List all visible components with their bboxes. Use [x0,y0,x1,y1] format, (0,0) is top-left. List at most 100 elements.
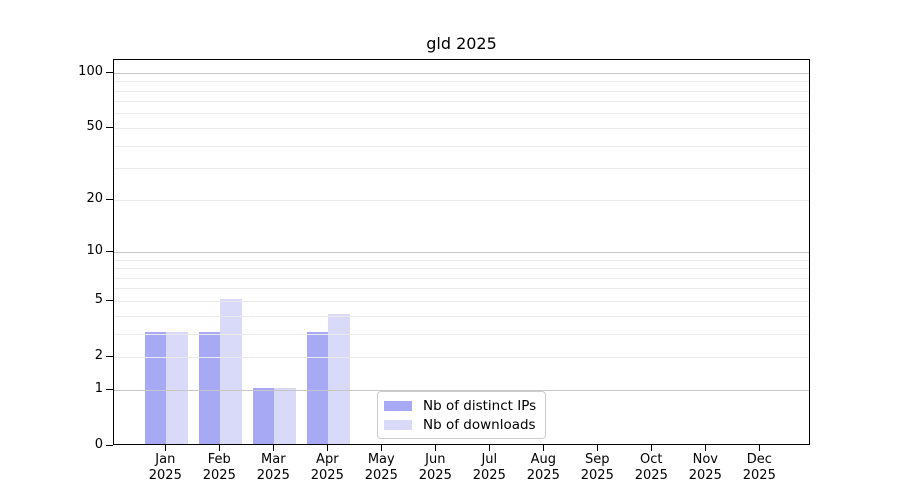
x-tick-year: 2025 [742,467,776,483]
y-tick-mark [106,388,113,390]
gridline-minor [114,356,809,358]
y-tick-label: 0 [94,437,103,452]
x-tick-month: Nov [692,452,718,467]
x-tick-mark [218,445,220,451]
x-tick-month: Jul [481,452,498,467]
x-tick-label: May 2025 [349,452,413,483]
gridline-minor [114,127,809,129]
bar-downloads [220,299,242,444]
x-tick-mark [434,445,436,451]
x-tick-month: Oct [640,452,663,467]
x-tick-year: 2025 [148,467,182,483]
bar-distinct-ips [306,332,329,444]
legend-item: Nb of distinct IPs [384,396,536,415]
gridline-minor [114,145,809,147]
y-tick-mark [106,198,113,200]
x-tick-year: 2025 [526,467,560,483]
gridline-minor [114,288,809,290]
x-tick-label: Dec 2025 [727,452,791,483]
y-tick-label: 1 [94,381,103,397]
gridline-minor [114,168,809,170]
x-tick-month: May [367,452,395,467]
x-tick-month: Apr [316,452,339,467]
bar-distinct-ips [144,332,167,444]
legend-label: Nb of distinct IPs [423,397,537,414]
gridline-minor [114,315,809,317]
x-tick-label: Jul 2025 [457,452,521,483]
x-tick-mark [380,445,382,451]
bar-downloads [328,314,350,444]
x-tick-mark [704,445,706,451]
x-tick-label: Sep 2025 [565,452,629,483]
x-tick-label: Feb 2025 [187,452,251,483]
x-tick-label: Nov 2025 [673,452,737,483]
gridline-minor [114,300,809,302]
y-tick-label: 20 [86,191,103,207]
y-tick-mark [106,355,113,357]
gridline-minor [114,90,809,92]
x-tick-year: 2025 [580,467,614,483]
y-tick-label: 100 [78,64,103,80]
x-tick-mark [596,445,598,451]
x-tick-label: Jun 2025 [403,452,467,483]
x-tick-label: Aug 2025 [511,452,575,483]
y-tick-mark [106,250,113,252]
x-tick-month: Mar [261,452,286,467]
y-tick-label: 10 [86,243,103,259]
x-tick-mark [758,445,760,451]
x-tick-year: 2025 [364,467,398,483]
x-tick-label: Jan 2025 [133,452,197,483]
x-tick-mark [326,445,328,451]
x-tick-month: Jan [155,452,176,467]
x-tick-month: Dec [746,452,772,467]
x-tick-year: 2025 [418,467,452,483]
y-tick-mark [106,444,113,446]
x-tick-month: Jun [425,452,446,467]
legend-swatch [384,400,412,411]
x-tick-year: 2025 [688,467,722,483]
y-tick-label: 2 [94,348,103,364]
y-tick-mark [106,126,113,128]
x-tick-month: Feb [207,452,231,467]
y-tick-label: 50 [86,119,103,135]
x-tick-month: Sep [585,452,610,467]
gridline-major [114,251,809,253]
y-tick-label: 5 [94,292,103,308]
gridline-minor [114,259,809,261]
x-tick-year: 2025 [472,467,506,483]
x-tick-year: 2025 [310,467,344,483]
gridline-minor [114,199,809,201]
gridline-major [114,72,809,74]
x-tick-label: Oct 2025 [619,452,683,483]
bar-distinct-ips [252,388,275,444]
legend: Nb of distinct IPs Nb of downloads [377,391,547,439]
x-tick-year: 2025 [256,467,290,483]
y-tick-mark [106,71,113,73]
chart-title: gld 2025 [426,34,497,53]
x-tick-mark [488,445,490,451]
legend-label: Nb of downloads [423,416,536,433]
x-tick-mark [164,445,166,451]
x-tick-mark [542,445,544,451]
gridline-minor [114,81,809,83]
gridline-minor [114,113,809,115]
gridline-minor [114,333,809,335]
x-tick-mark [650,445,652,451]
gridline-major [114,389,809,391]
x-tick-label: Mar 2025 [241,452,305,483]
legend-item: Nb of downloads [384,415,536,434]
y-tick-mark [106,299,113,301]
plot-area [113,59,810,445]
bar-distinct-ips [198,332,221,444]
x-tick-month: Aug [530,452,556,467]
gridline-minor [114,101,809,103]
gridline-minor [114,277,809,279]
x-tick-mark [272,445,274,451]
gridline-minor [114,268,809,270]
x-tick-year: 2025 [634,467,668,483]
legend-swatch [384,419,412,430]
bar-downloads [166,332,188,444]
bar-downloads [274,388,296,444]
x-tick-label: Apr 2025 [295,452,359,483]
